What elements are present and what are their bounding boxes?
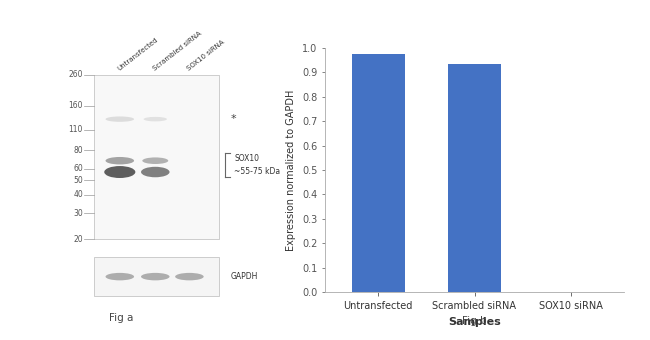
Text: 40: 40	[73, 190, 83, 199]
Text: Scrambled siRNA: Scrambled siRNA	[151, 30, 202, 72]
Y-axis label: Expression normalized to GAPDH: Expression normalized to GAPDH	[287, 89, 296, 251]
Ellipse shape	[104, 166, 135, 178]
Bar	[448, 64, 501, 292]
Text: 260: 260	[68, 70, 83, 79]
Text: 20: 20	[73, 235, 83, 244]
Ellipse shape	[105, 273, 134, 280]
Ellipse shape	[142, 157, 168, 164]
Text: SOX10
~55-75 kDa: SOX10 ~55-75 kDa	[235, 154, 281, 176]
Ellipse shape	[141, 167, 170, 177]
Text: 160: 160	[68, 101, 83, 110]
Text: 30: 30	[73, 209, 83, 218]
Ellipse shape	[105, 116, 134, 122]
Text: 50: 50	[73, 176, 83, 185]
Ellipse shape	[105, 157, 134, 165]
Text: Fig a: Fig a	[109, 313, 133, 323]
Text: GAPDH: GAPDH	[230, 272, 258, 281]
Text: SOX10 siRNA: SOX10 siRNA	[186, 39, 226, 72]
Text: 80: 80	[73, 146, 83, 155]
Text: *: *	[230, 114, 236, 124]
Text: Fig b: Fig b	[462, 317, 487, 326]
Bar	[94, 257, 220, 296]
Ellipse shape	[141, 273, 170, 280]
Text: 110: 110	[68, 125, 83, 134]
Text: Untransfected: Untransfected	[116, 36, 159, 72]
Text: 60: 60	[73, 164, 83, 173]
X-axis label: Samples: Samples	[448, 317, 501, 327]
Ellipse shape	[175, 273, 203, 280]
Ellipse shape	[144, 117, 167, 121]
Bar	[352, 54, 404, 292]
Bar	[94, 75, 220, 239]
